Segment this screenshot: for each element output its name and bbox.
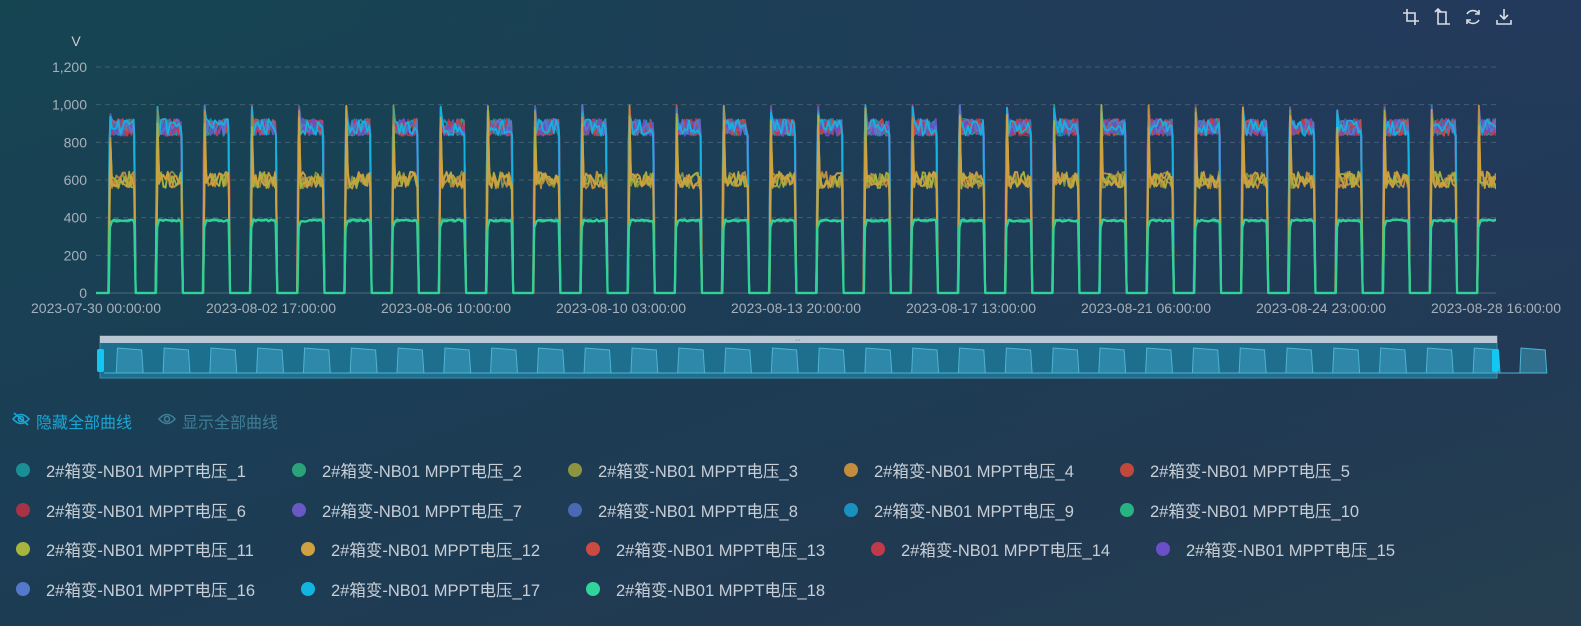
data-zoom-handle-left[interactable]: [97, 349, 104, 372]
eye-off-icon: [11, 411, 31, 431]
download-icon[interactable]: [1491, 4, 1516, 29]
legend-item[interactable]: 2#箱变-NB01 MPPT电压_3: [568, 458, 798, 482]
legend-color-dot: [586, 582, 600, 596]
legend-label: 2#箱变-NB01 MPPT电压_14: [901, 542, 1111, 560]
data-zoom-preview: [104, 347, 1548, 374]
legend-color-dot: [568, 463, 582, 477]
legend-item[interactable]: 2#箱变-NB01 MPPT电压_12: [301, 537, 540, 561]
x-tick-label: 2023-07-30 00:00:00: [31, 300, 161, 316]
y-tick-label: 400: [64, 210, 88, 226]
legend-label: 2#箱变-NB01 MPPT电压_13: [616, 542, 826, 560]
legend-item[interactable]: 2#箱变-NB01 MPPT电压_18: [586, 577, 825, 601]
legend-color-dot: [16, 463, 30, 477]
y-tick-label: 600: [64, 172, 88, 188]
data-zoom[interactable]: ⇔: [97, 335, 1548, 379]
chart-toolbox: [1398, 4, 1516, 29]
legend-color-dot: [1120, 463, 1134, 477]
series-lines: [96, 103, 1496, 295]
show-all-curves-label: 显示全部曲线: [182, 415, 279, 432]
legend-color-dot: [568, 503, 582, 517]
legend-label: 2#箱变-NB01 MPPT电压_9: [874, 503, 1074, 521]
x-tick-label: 2023-08-02 17:00:00: [206, 300, 336, 316]
legend-label: 2#箱变-NB01 MPPT电压_17: [331, 582, 541, 600]
legend-label: 2#箱变-NB01 MPPT电压_3: [598, 463, 798, 481]
legend-item[interactable]: 2#箱变-NB01 MPPT电压_7: [292, 498, 522, 522]
x-tick-label: 2023-08-10 03:00:00: [556, 300, 686, 316]
legend-item[interactable]: 2#箱变-NB01 MPPT电压_4: [844, 458, 1074, 482]
x-tick-label: 2023-08-28 16:00:00: [1431, 300, 1561, 316]
legend-color-dot: [292, 463, 306, 477]
legend-item[interactable]: 2#箱变-NB01 MPPT电压_14: [871, 537, 1110, 561]
y-tick-label: 0: [79, 285, 87, 301]
series-line-18: [96, 218, 1496, 295]
legend-label: 2#箱变-NB01 MPPT电压_5: [1150, 463, 1350, 481]
legend-label: 2#箱变-NB01 MPPT电压_11: [46, 542, 254, 560]
legend-label: 2#箱变-NB01 MPPT电压_4: [874, 463, 1074, 481]
legend-label: 2#箱变-NB01 MPPT电压_18: [616, 582, 826, 600]
x-tick-label: 2023-08-21 06:00:00: [1081, 300, 1211, 316]
data-zoom-grip-icon[interactable]: ⇔: [794, 335, 802, 344]
legend-label: 2#箱变-NB01 MPPT电压_12: [331, 542, 541, 560]
legend-label: 2#箱变-NB01 MPPT电压_10: [1150, 503, 1360, 521]
x-tick-label: 2023-08-17 13:00:00: [906, 300, 1036, 316]
legend-item[interactable]: 2#箱变-NB01 MPPT电压_1: [16, 458, 246, 482]
legend-label: 2#箱变-NB01 MPPT电压_16: [46, 582, 256, 600]
legend-item[interactable]: 2#箱变-NB01 MPPT电压_5: [1120, 458, 1350, 482]
refresh-icon[interactable]: [1460, 4, 1485, 29]
eye-icon: [157, 412, 177, 431]
legend-item[interactable]: 2#箱变-NB01 MPPT电压_10: [1120, 498, 1359, 522]
legend-color-dot: [871, 542, 885, 556]
legend-label: 2#箱变-NB01 MPPT电压_7: [322, 503, 522, 521]
legend-color-dot: [301, 542, 315, 556]
legend-item[interactable]: 2#箱变-NB01 MPPT电压_9: [844, 498, 1074, 522]
legend-label: 2#箱变-NB01 MPPT电压_15: [1186, 542, 1396, 560]
zoom-reset-icon[interactable]: [1429, 4, 1454, 29]
data-zoom-handle-right[interactable]: [1492, 349, 1499, 372]
legend-color-dot: [16, 503, 30, 517]
data-zoom-bar[interactable]: [100, 336, 1497, 343]
x-axis-ticks: 2023-07-30 00:00:00 2023-08-02 17:00:00 20…: [31, 300, 1561, 316]
legend-item[interactable]: 2#箱变-NB01 MPPT电压_15: [1156, 537, 1395, 561]
legend-color-dot: [1120, 503, 1134, 517]
legend-item[interactable]: 2#箱变-NB01 MPPT电压_11: [16, 537, 254, 561]
y-tick-label: 800: [64, 134, 88, 150]
hide-all-curves-label: 隐藏全部曲线: [36, 415, 133, 432]
y-tick-label: 200: [64, 247, 88, 263]
x-tick-label: 2023-08-06 10:00:00: [381, 300, 511, 316]
legend-color-dot: [586, 542, 600, 556]
legend-item[interactable]: 2#箱变-NB01 MPPT电压_13: [586, 537, 825, 561]
legend-label: 2#箱变-NB01 MPPT电压_6: [46, 503, 246, 521]
legend-label: 2#箱变-NB01 MPPT电压_2: [322, 463, 522, 481]
series-line-12: [96, 104, 1496, 294]
zoom-icon[interactable]: [1398, 4, 1423, 29]
legend-item[interactable]: 2#箱变-NB01 MPPT电压_8: [568, 498, 798, 522]
y-axis-ticks: 0 200 400 600 800 1,000 1,200: [52, 59, 87, 301]
x-tick-label: 2023-08-13 20:00:00: [731, 300, 861, 316]
legend-color-dot: [301, 582, 315, 596]
legend-item[interactable]: 2#箱变-NB01 MPPT电压_6: [16, 498, 246, 522]
y-tick-label: 1,200: [52, 59, 87, 75]
legend-color-dot: [844, 463, 858, 477]
hide-all-curves-button[interactable]: 隐藏全部曲线: [11, 409, 133, 433]
show-all-curves-button[interactable]: 显示全部曲线: [157, 409, 279, 433]
legend-color-dot: [16, 582, 30, 596]
legend-label: 2#箱变-NB01 MPPT电压_1: [46, 463, 246, 481]
legend-color-dot: [1156, 542, 1170, 556]
series-line-10: [96, 218, 1496, 295]
legend-color-dot: [16, 542, 30, 556]
legend-color-dot: [292, 503, 306, 517]
y-tick-label: 1,000: [52, 97, 87, 113]
legend-label: 2#箱变-NB01 MPPT电压_8: [598, 503, 798, 521]
y-axis-label: V: [71, 33, 81, 49]
legend-color-dot: [844, 503, 858, 517]
legend-item[interactable]: 2#箱变-NB01 MPPT电压_17: [301, 577, 540, 601]
legend-item[interactable]: 2#箱变-NB01 MPPT电压_16: [16, 577, 255, 601]
x-tick-label: 2023-08-24 23:00:00: [1256, 300, 1386, 316]
legend-item[interactable]: 2#箱变-NB01 MPPT电压_2: [292, 458, 522, 482]
curve-toggles: 隐藏全部曲线 显示全部曲线: [11, 409, 279, 433]
